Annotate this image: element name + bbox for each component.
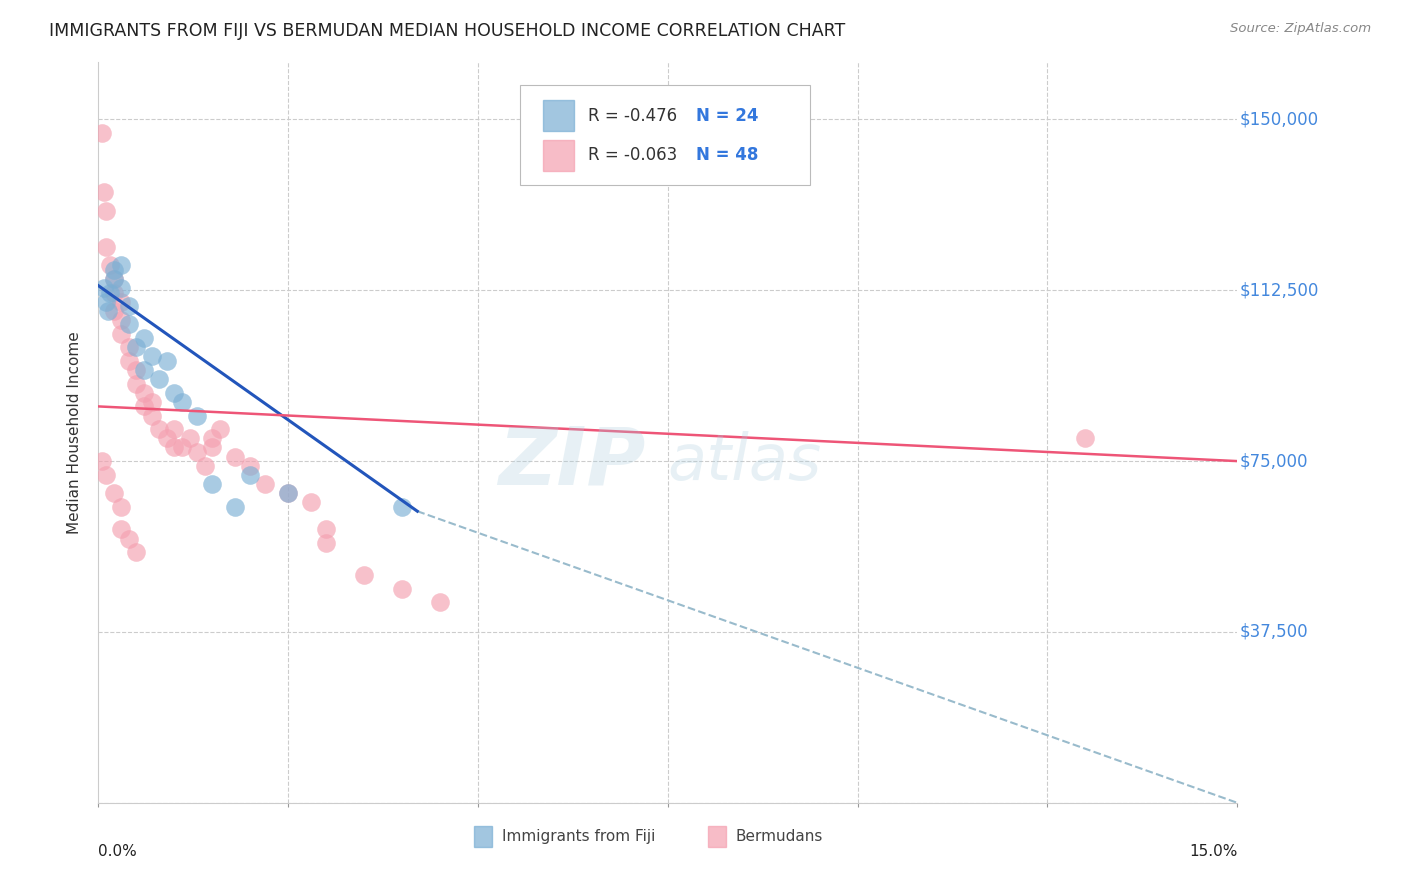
Text: R = -0.476: R = -0.476 [588, 107, 678, 125]
Text: Bermudans: Bermudans [735, 830, 823, 845]
Point [93, 281, 115, 295]
Point [353, 568, 375, 582]
Point [110, 258, 132, 272]
Point [110, 294, 132, 309]
FancyBboxPatch shape [520, 85, 810, 185]
Point [118, 532, 141, 546]
Point [315, 536, 337, 550]
Point [110, 326, 132, 341]
Point [299, 495, 322, 509]
Point [156, 354, 179, 368]
Text: $37,500: $37,500 [1240, 623, 1308, 641]
Point [103, 272, 125, 286]
Point [224, 500, 246, 514]
Point [91, 126, 114, 140]
Point [132, 331, 155, 345]
Text: N = 24: N = 24 [696, 107, 759, 125]
Text: Source: ZipAtlas.com: Source: ZipAtlas.com [1230, 22, 1371, 36]
Point [91, 454, 114, 468]
Point [94, 203, 117, 218]
Point [110, 281, 132, 295]
Point [277, 486, 299, 500]
Point [141, 409, 163, 423]
Point [103, 486, 125, 500]
Point [118, 340, 141, 354]
Point [94, 294, 117, 309]
Point [96, 303, 118, 318]
Bar [543, 100, 575, 131]
Text: ZIP: ZIP [498, 423, 645, 501]
Point [201, 441, 224, 455]
Point [94, 467, 117, 482]
Point [118, 318, 141, 332]
Point [125, 545, 148, 559]
Point [163, 422, 186, 436]
Point [93, 186, 115, 200]
Text: N = 48: N = 48 [696, 146, 759, 164]
Point [163, 441, 186, 455]
Point [94, 240, 117, 254]
Point [163, 385, 186, 400]
Bar [707, 827, 725, 847]
Point [98, 285, 121, 300]
Point [170, 395, 193, 409]
Text: IMMIGRANTS FROM FIJI VS BERMUDAN MEDIAN HOUSEHOLD INCOME CORRELATION CHART: IMMIGRANTS FROM FIJI VS BERMUDAN MEDIAN … [49, 22, 845, 40]
Point [186, 445, 208, 459]
Point [156, 431, 179, 445]
Point [125, 340, 148, 354]
Point [254, 476, 277, 491]
Point [103, 285, 125, 300]
Point [110, 523, 132, 537]
Point [201, 431, 224, 445]
Point [98, 258, 121, 272]
Point [118, 299, 141, 313]
Point [170, 441, 193, 455]
Text: 15.0%: 15.0% [1189, 844, 1237, 858]
Point [141, 349, 163, 363]
Point [391, 582, 413, 596]
Point [277, 486, 299, 500]
Point [148, 422, 170, 436]
Text: $112,500: $112,500 [1240, 281, 1319, 299]
Point [239, 467, 262, 482]
Point [194, 458, 217, 473]
Bar [543, 139, 575, 170]
Text: $150,000: $150,000 [1240, 111, 1319, 128]
Point [186, 409, 208, 423]
Text: atlas: atlas [668, 431, 823, 493]
Text: Immigrants from Fiji: Immigrants from Fiji [502, 830, 655, 845]
Point [103, 262, 125, 277]
Y-axis label: Median Household Income: Median Household Income [67, 331, 83, 534]
Point [132, 400, 155, 414]
Point [132, 385, 155, 400]
Point [315, 523, 337, 537]
Point [208, 422, 231, 436]
Point [110, 313, 132, 327]
Point [179, 431, 201, 445]
Text: 0.0%: 0.0% [98, 844, 138, 858]
Point [132, 363, 155, 377]
Point [141, 395, 163, 409]
Point [201, 476, 224, 491]
Point [118, 354, 141, 368]
Text: $75,000: $75,000 [1240, 452, 1308, 470]
Text: R = -0.063: R = -0.063 [588, 146, 678, 164]
Point [224, 450, 246, 464]
Point [125, 363, 148, 377]
Point [103, 272, 125, 286]
Point [429, 595, 451, 609]
Point [239, 458, 262, 473]
Bar [474, 827, 492, 847]
Point [1074, 431, 1097, 445]
Point [391, 500, 413, 514]
Point [110, 500, 132, 514]
Point [148, 372, 170, 386]
Point [125, 376, 148, 391]
Point [103, 303, 125, 318]
